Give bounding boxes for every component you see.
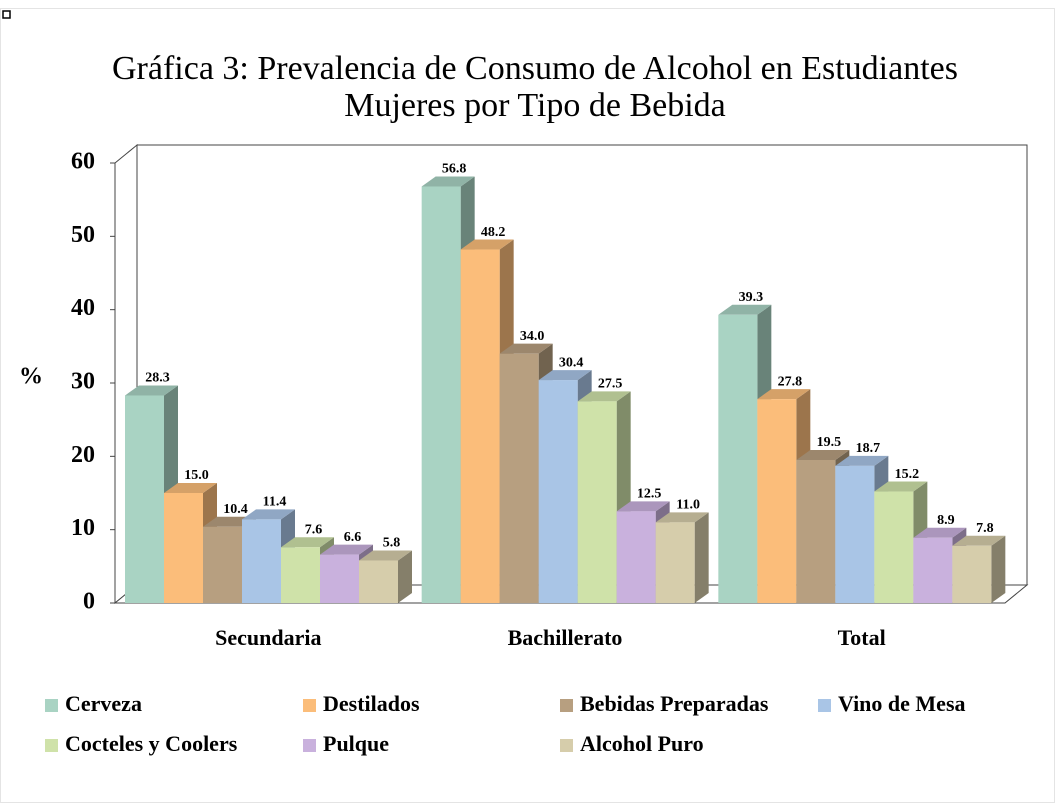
x-tick-label: Bachillerato [508,625,623,650]
bar-top [757,389,811,400]
bar-top [281,537,334,548]
data-label: 34.0 [520,329,545,344]
bar [718,314,758,603]
bar [203,526,242,603]
bar-top [538,370,592,381]
data-label: 8.9 [937,513,955,528]
x-tick-label: Total [838,625,886,650]
bar-side [991,535,1006,603]
legend-label: Cocteles y Coolers [65,731,238,756]
x-tick-label: Secundaria [215,625,321,650]
bar-side [694,512,709,603]
bar [913,537,953,603]
y-tick-label: 10 [71,515,95,541]
bar-top [874,481,928,492]
bar [616,511,656,603]
legend-swatch [560,739,573,752]
data-label: 11.4 [263,495,287,510]
chart-title: Mujeres por Tipo de Bebida [344,87,726,124]
legend-swatch [818,699,831,712]
bar-top [952,535,1006,546]
data-label: 30.4 [559,355,584,370]
chart-title: Gráfica 3: Prevalencia de Consumo de Alc… [112,50,958,87]
bar [460,249,500,604]
y-axis-label: % [19,364,43,390]
bar-top [616,501,670,512]
data-label: 7.8 [976,521,994,536]
legend-label: Vino de Mesa [838,691,966,716]
bar-top [320,544,373,555]
bar [164,493,203,603]
data-label: 11.0 [676,498,700,513]
bar [499,353,539,603]
bar-top [242,509,295,520]
handle [2,10,11,19]
bar-top [499,343,553,354]
legend-label: Alcohol Puro [580,731,704,756]
bar [796,460,836,603]
bar-top [718,304,772,315]
data-label: 5.8 [383,536,401,551]
data-label: 39.3 [739,290,764,305]
bar [359,560,398,603]
data-label: 27.5 [598,377,623,392]
y-tick-label: 20 [71,442,95,468]
bar [835,465,875,603]
y-tick-label: 50 [71,222,95,248]
legend-swatch [45,739,58,752]
bar-top [835,455,889,466]
legend-label: Pulque [323,731,389,756]
y-tick-label: 60 [71,149,95,175]
bar [242,519,281,603]
y-tick-label: 0 [83,589,95,615]
bar [125,395,164,603]
bar [952,545,992,603]
data-label: 12.5 [637,487,662,502]
bar-top [421,176,475,187]
bar-top [577,391,631,402]
data-label: 56.8 [442,162,467,177]
legend-label: Destilados [323,691,420,716]
data-label: 48.2 [481,225,506,240]
bar-top [359,550,412,561]
legend-swatch [45,699,58,712]
data-label: 28.3 [145,371,170,386]
data-label: 15.2 [895,467,920,482]
legend-label: Cerveza [65,691,142,716]
legend-swatch [560,699,573,712]
bar-top [796,450,850,460]
bar-top [125,385,178,396]
data-label: 19.5 [817,435,842,450]
data-label: 7.6 [305,522,323,537]
legend-label: Bebidas Preparadas [580,691,769,716]
legend-swatch [303,699,316,712]
data-label: 6.6 [344,530,362,545]
bar [281,547,320,603]
bar-top [460,239,514,250]
y-tick-label: 30 [71,369,95,395]
bar [577,401,617,603]
bar [874,491,914,603]
data-label: 10.4 [223,502,248,517]
bar [757,399,797,603]
data-label: 15.0 [184,468,209,483]
bar-top [655,512,709,523]
bar [320,554,359,603]
legend-swatch [303,739,316,752]
data-label: 18.7 [856,441,881,456]
bar-top [913,527,967,538]
data-label: 27.8 [778,374,803,389]
bar-top [164,483,217,493]
bar-side [398,550,412,603]
bar [655,522,695,603]
bar [538,380,578,603]
y-tick-label: 40 [71,295,95,321]
bar [421,186,461,603]
